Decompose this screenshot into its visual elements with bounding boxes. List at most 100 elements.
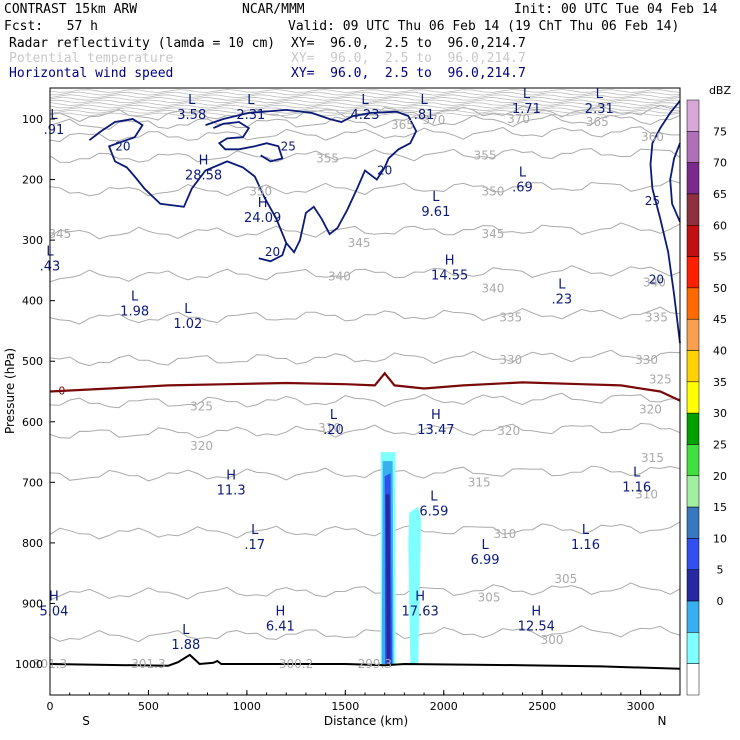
hl-letter: H [226, 468, 236, 483]
theta-label: 355 [474, 148, 497, 162]
colorbar-swatch [686, 632, 700, 664]
wind-label: 20 [649, 272, 664, 286]
hl-letter: L [182, 623, 190, 638]
theta-label: 325 [649, 372, 672, 386]
wind-label: 20 [377, 163, 392, 177]
hl-letter: L [481, 538, 489, 553]
hl-letter: L [420, 93, 428, 108]
theta-label: 315 [468, 475, 491, 489]
terrain-line [49, 653, 681, 670]
x-tick-label: 3000 [627, 700, 655, 713]
colorbar-swatch [686, 538, 700, 570]
colorbar-swatch [686, 350, 700, 383]
theta-label: 330 [499, 353, 522, 367]
theta-isoline [49, 349, 681, 367]
y-tick-label: 300 [22, 234, 43, 247]
theta-label: 300.2 [279, 657, 313, 671]
theta-isoline [49, 422, 681, 439]
theta-label: 335 [499, 311, 522, 325]
theta-label: 310 [493, 527, 516, 541]
colorbar-swatch [686, 569, 700, 602]
freezing-level-line [49, 371, 681, 402]
theta-isoline [49, 222, 681, 240]
theta-isoline [49, 179, 681, 197]
hl-value: 2.31 [585, 102, 614, 117]
colorbar-swatch [686, 381, 700, 414]
hl-value: 1.16 [622, 480, 651, 495]
hl-letter: L [596, 87, 604, 102]
theta-isoline [49, 114, 681, 130]
field-xy-reflectivity: XY= 96.0, 2.5 to 96.0,214.7 [291, 36, 526, 51]
valid-time: Valid: 09 UTC Thu 06 Feb 14 (19 ChT Thu … [288, 19, 680, 34]
hl-value: 6.59 [419, 505, 448, 520]
theta-isoline [49, 94, 681, 99]
colorbar-swatch [686, 225, 700, 257]
hl-value: .20 [323, 423, 344, 438]
theta-label: 305 [478, 590, 501, 604]
theta-label: 340 [328, 269, 351, 283]
hl-letter: L [330, 408, 338, 423]
org-label: NCAR/MMM [242, 2, 305, 17]
theta-isoline [49, 392, 681, 409]
hl-letter: H [275, 605, 285, 620]
hl-value: 9.61 [421, 205, 450, 220]
colorbar-label: 5 [717, 564, 724, 577]
terrain-line [49, 653, 681, 670]
hl-letter: H [531, 605, 541, 620]
theta-label: 301.3 [131, 657, 165, 671]
hl-value: 6.41 [266, 620, 295, 635]
theta-isoline [49, 96, 681, 101]
hl-letter: L [131, 290, 139, 305]
hl-letter: L [361, 93, 369, 108]
theta-label: 350 [249, 185, 272, 199]
y-tick-label: 100 [22, 113, 43, 126]
theta-label: 340 [643, 276, 666, 290]
theta-label: 345 [348, 236, 371, 250]
hl-letter: L [582, 523, 590, 538]
theta-label: 360 [641, 130, 664, 144]
theta-label: 345 [482, 227, 505, 241]
x-tick-label: 2000 [430, 700, 458, 713]
wind-contour-25 [669, 142, 681, 223]
colorbar-swatch [686, 506, 700, 539]
hl-value: .91 [44, 123, 65, 138]
init-time: Init: 00 UTC Tue 04 Feb 14 [514, 2, 718, 17]
hl-letter: L [184, 302, 192, 317]
theta-isoline [49, 99, 681, 104]
wind-label: 20 [265, 245, 280, 259]
y-tick-label: 200 [22, 174, 43, 187]
axes: 0 500 1000 1500 2000 2500 30001002003004005006… [3, 113, 681, 728]
hl-letter: H [415, 589, 425, 604]
colorbar-swatch [686, 193, 700, 226]
hl-letter: L [633, 465, 641, 480]
theta-label: 315 [641, 451, 664, 465]
hl-value: 5.04 [39, 604, 68, 619]
x-tick-label: 1500 [331, 700, 359, 713]
reflectivity-fill [380, 452, 422, 664]
hl-value: 17.63 [402, 604, 439, 619]
wind-contour-25 [213, 121, 284, 163]
colorbar-label: 70 [713, 157, 727, 170]
model-title: CONTRAST 15km ARW [4, 2, 138, 17]
theta-label: 320 [639, 403, 662, 417]
colorbar-label: 0 [717, 595, 724, 608]
theta-isoline [49, 521, 681, 540]
field-label-wind: Horizontal wind speed [9, 66, 174, 81]
y-tick-label: 900 [22, 597, 43, 610]
colorbar-swatch [686, 162, 700, 195]
hl-value: 4.23 [351, 108, 380, 123]
field-xy-wind: XY= 96.0, 2.5 to 96.0,214.7 [291, 66, 526, 81]
hl-value: 12.54 [518, 620, 555, 635]
hl-value: .69 [512, 181, 533, 196]
colorbar-swatch [686, 99, 700, 132]
colorbar-label: 20 [713, 470, 727, 483]
colorbar-label: 30 [713, 407, 727, 420]
y-tick-label: 600 [22, 416, 43, 429]
colorbar-label: 15 [713, 501, 727, 514]
colorbar-label: 75 [713, 125, 727, 138]
wind-contour-20 [205, 108, 418, 254]
wind-contour-20 [88, 118, 288, 263]
north-label: N [658, 714, 667, 728]
hl-letter: L [251, 523, 259, 538]
